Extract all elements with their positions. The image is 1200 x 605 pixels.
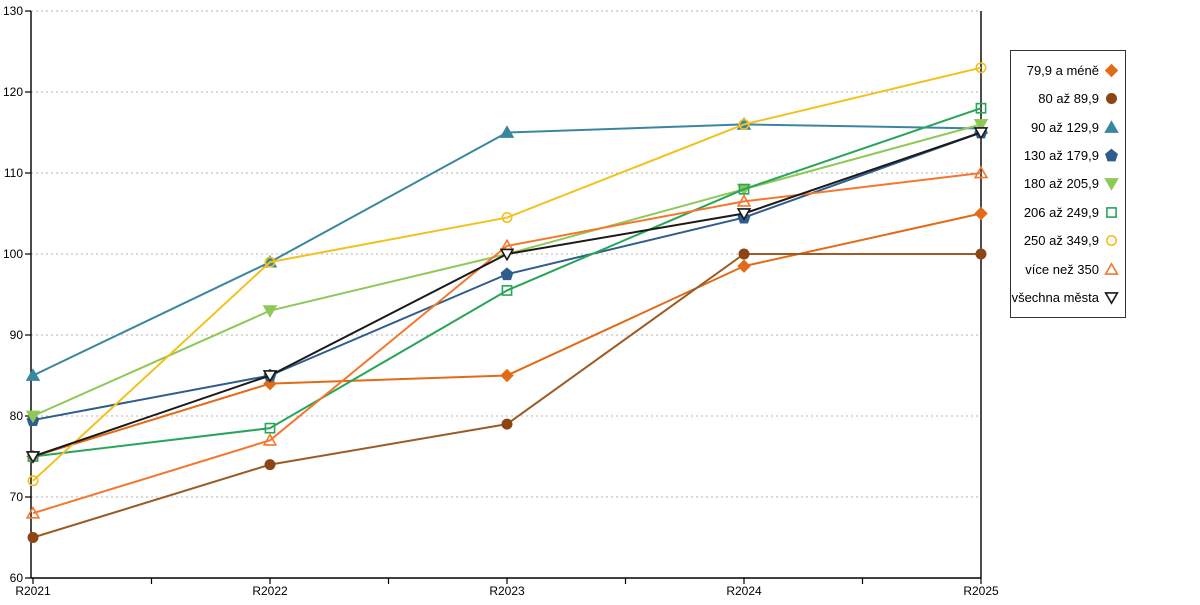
marker-square xyxy=(1106,207,1117,218)
legend-label: 206 až 249,9 xyxy=(1023,204,1099,220)
y-tick-label: 120 xyxy=(3,85,23,99)
marker-triangle-up xyxy=(736,194,752,207)
y-tick-label: 130 xyxy=(3,4,23,18)
legend-marker-diamond-icon xyxy=(1104,63,1119,77)
marker-circle xyxy=(975,248,987,260)
y-tick-label: 70 xyxy=(10,490,24,504)
y-tick-label: 60 xyxy=(10,571,24,585)
marker-circle xyxy=(1106,235,1117,247)
legend-label: 180 až 205,9 xyxy=(1023,176,1099,192)
legend-item-2: 90 až 129,9 xyxy=(1015,120,1119,135)
marker-square xyxy=(264,422,276,434)
legend-label: 79,9 a méně xyxy=(1026,62,1099,78)
marker-diamond xyxy=(737,259,751,273)
legend-item-7: více než 350 xyxy=(1015,262,1119,277)
marker-circle xyxy=(501,212,513,224)
marker-triangle-down xyxy=(1104,292,1119,305)
legend-item-8: všechna města xyxy=(1011,290,1119,306)
marker-triangle-down xyxy=(262,305,278,318)
marker-circle xyxy=(501,418,513,430)
marker-triangle-up xyxy=(1104,262,1119,275)
y-tick-label: 80 xyxy=(10,409,24,423)
legend-label: 80 až 89,9 xyxy=(1038,91,1099,107)
marker-triangle-down xyxy=(499,248,515,262)
marker-square xyxy=(501,285,513,296)
marker-triangle-down xyxy=(1104,178,1119,192)
marker-triangle-down xyxy=(736,208,752,221)
marker-pentagon xyxy=(1105,148,1118,162)
legend-marker-square-outline-icon xyxy=(1106,207,1117,218)
marker-circle xyxy=(264,459,276,471)
legend-marker-triangle-up-icon xyxy=(1104,119,1119,133)
series-line-1 xyxy=(32,253,981,539)
marker-diamond xyxy=(500,368,514,383)
legend-label: 250 až 349,9 xyxy=(1023,233,1099,249)
series-line-5 xyxy=(32,107,982,458)
marker-circle xyxy=(738,248,750,260)
marker-triangle-up xyxy=(973,165,989,179)
legend-marker-circle-outline-icon xyxy=(1106,235,1117,247)
marker-pentagon xyxy=(500,267,514,281)
series-line-7 xyxy=(32,172,982,515)
marker-triangle-down xyxy=(25,451,41,464)
marker-circle xyxy=(975,62,987,74)
legend-marker-circle-icon xyxy=(1106,93,1117,105)
legend-item-5: 206 až 249,9 xyxy=(1015,205,1119,220)
marker-triangle-up xyxy=(1104,119,1119,133)
marker-diamond xyxy=(1104,63,1119,77)
legend-marker-triangle-down-icon xyxy=(1104,178,1119,192)
x-tick-label: R2023 xyxy=(489,584,525,598)
legend-item-0: 79,9 a méně xyxy=(1015,63,1119,78)
x-tick-label: R2021 xyxy=(15,584,51,598)
legend-item-6: 250 až 349,9 xyxy=(1015,233,1119,248)
marker-triangle-up xyxy=(25,506,41,519)
legend-label: 90 až 129,9 xyxy=(1031,119,1099,135)
legend-item-3: 130 až 179,9 xyxy=(1015,148,1119,163)
marker-square xyxy=(975,102,987,114)
marker-triangle-up xyxy=(262,433,278,446)
marker-diamond xyxy=(974,206,988,221)
y-tick-label: 110 xyxy=(4,166,23,180)
marker-circle xyxy=(27,475,39,487)
series-line-6 xyxy=(32,66,982,482)
y-tick-label: 100 xyxy=(3,247,23,261)
legend: 79,9 a méně 80 až 89,9 90 až 129,9 130 a… xyxy=(1010,50,1126,318)
legend-marker-triangle-up-outline-icon xyxy=(1104,262,1119,275)
marker-circle xyxy=(264,256,276,268)
marker-circle xyxy=(1106,93,1117,105)
y-tick-label: 90 xyxy=(10,328,24,342)
marker-triangle-up xyxy=(499,125,515,138)
legend-label: více než 350 xyxy=(1025,261,1099,277)
marker-triangle-down xyxy=(973,119,989,132)
marker-triangle-down xyxy=(973,127,989,140)
x-tick-label: R2022 xyxy=(252,584,288,598)
legend-item-4: 180 až 205,9 xyxy=(1015,176,1119,191)
x-tick-label: R2025 xyxy=(963,584,999,598)
marker-circle xyxy=(738,118,750,130)
legend-item-1: 80 až 89,9 xyxy=(1015,91,1119,106)
legend-marker-triangle-down-outline-icon xyxy=(1104,292,1119,305)
legend-label: všechna města xyxy=(1011,290,1099,306)
marker-square xyxy=(738,183,750,195)
marker-triangle-down xyxy=(262,370,278,383)
legend-marker-pentagon-icon xyxy=(1105,148,1118,162)
marker-triangle-up xyxy=(25,368,41,381)
marker-triangle-down xyxy=(25,410,41,424)
x-tick-label: R2024 xyxy=(726,584,762,598)
marker-circle xyxy=(27,531,39,543)
legend-label: 130 až 179,9 xyxy=(1023,148,1099,164)
